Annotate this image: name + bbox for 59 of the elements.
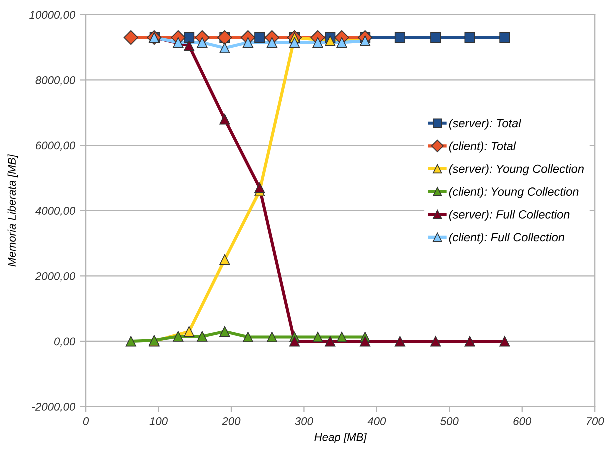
- x-tick-label: 700: [586, 418, 604, 426]
- point: [500, 32, 510, 44]
- point: [197, 37, 208, 48]
- point: [266, 332, 278, 343]
- x-tick-label: 600: [514, 418, 532, 426]
- x-tick-label: 100: [150, 418, 168, 426]
- legend-label: (server): Total: [449, 118, 522, 130]
- point: [312, 332, 324, 343]
- point: [173, 37, 184, 48]
- point: [394, 32, 406, 44]
- point: [325, 336, 336, 347]
- point: [500, 336, 510, 347]
- y-axis-title: Memoria Liberata [MB]: [8, 154, 18, 267]
- point: [289, 37, 300, 48]
- point: [336, 332, 348, 343]
- point: [464, 336, 476, 347]
- point: [336, 37, 348, 48]
- y-tick-label: 4000,00: [36, 207, 76, 216]
- point: [266, 37, 278, 48]
- legend-label: (client): Total: [449, 142, 516, 153]
- point: [464, 32, 476, 44]
- x-axis-title: Heap [MB]: [314, 433, 368, 444]
- y-tick-label: -2000,00: [32, 403, 76, 412]
- point: [242, 37, 254, 48]
- x-tick-label: 400: [368, 418, 386, 426]
- legend-label: (client): Full Collection: [449, 232, 564, 244]
- point: [242, 332, 254, 343]
- point: [312, 37, 324, 48]
- x-tick-label: 500: [440, 418, 459, 426]
- point: [220, 42, 230, 54]
- point: [289, 336, 300, 347]
- point: [184, 326, 195, 337]
- legend-label: (server): Full Collection: [449, 210, 570, 222]
- y-tick-label: 8000,00: [36, 76, 76, 86]
- point: [254, 32, 266, 44]
- point: [184, 32, 195, 44]
- point: [197, 331, 208, 342]
- y-tick-label: 0,00: [54, 338, 76, 347]
- y-tick-label: 6000,00: [36, 142, 76, 151]
- y-tick-label: 10000,00: [30, 11, 76, 20]
- point: [394, 336, 406, 347]
- point: [220, 326, 230, 337]
- y-tick-label: 2000,00: [35, 272, 76, 282]
- point: [430, 32, 442, 44]
- point: [173, 331, 184, 342]
- point: [126, 336, 136, 347]
- point: [220, 114, 230, 125]
- x-tick-label: 300: [295, 418, 314, 426]
- legend-label: (server): Young Collection: [449, 164, 584, 176]
- point: [254, 182, 266, 194]
- legend-label: (client): Young Collection: [449, 187, 579, 198]
- point: [325, 36, 336, 46]
- x-tick-label: 200: [222, 418, 241, 426]
- point: [184, 40, 195, 52]
- point: [360, 336, 371, 347]
- point: [220, 254, 230, 266]
- point: [430, 336, 442, 347]
- point: [124, 30, 138, 46]
- x-tick-label: 0: [83, 418, 90, 426]
